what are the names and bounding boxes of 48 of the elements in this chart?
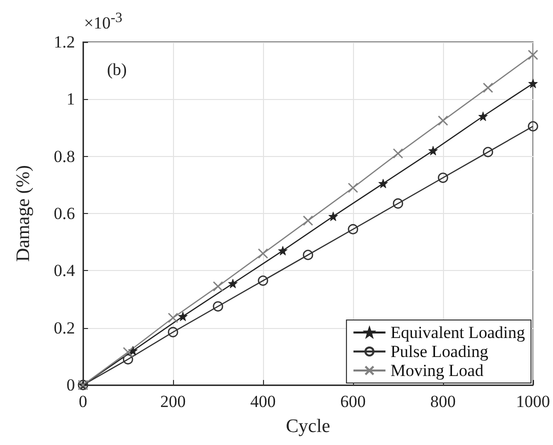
point bbox=[178, 312, 188, 322]
point bbox=[122, 354, 134, 364]
point bbox=[258, 276, 268, 286]
point bbox=[168, 326, 178, 338]
point bbox=[528, 50, 538, 60]
point bbox=[348, 224, 358, 234]
point bbox=[302, 250, 314, 260]
point bbox=[122, 346, 134, 358]
y-tick-label: 1.2 bbox=[54, 32, 75, 52]
point bbox=[258, 248, 268, 259]
y-tick-label: 0.8 bbox=[54, 146, 75, 166]
x-axis-title: Cycle bbox=[286, 416, 330, 437]
point bbox=[478, 112, 488, 122]
point bbox=[278, 246, 288, 256]
x-tick-label: 400 bbox=[250, 392, 276, 411]
point bbox=[482, 82, 494, 93]
point bbox=[228, 278, 238, 288]
point bbox=[428, 146, 438, 156]
x-tick-label: 200 bbox=[160, 392, 186, 411]
point bbox=[378, 178, 388, 188]
y-tick-label: 0 bbox=[66, 376, 75, 394]
x-tick-label: 800 bbox=[430, 392, 456, 411]
point bbox=[348, 182, 358, 193]
y-tick-label: 0.6 bbox=[54, 204, 75, 223]
point bbox=[302, 215, 314, 226]
point bbox=[438, 172, 448, 183]
y-tick-label: 0.4 bbox=[54, 261, 76, 280]
x-tick-label: 600 bbox=[340, 392, 366, 411]
point bbox=[528, 78, 538, 88]
legend-label: Pulse Loading bbox=[390, 342, 489, 361]
point bbox=[392, 198, 404, 209]
y-axis-title: Damage (%) bbox=[13, 165, 34, 262]
y-tick-label: 0.2 bbox=[54, 318, 75, 338]
point bbox=[212, 301, 224, 312]
point bbox=[482, 146, 494, 158]
legend-label: Moving Load bbox=[390, 361, 484, 380]
y-tick-label: 1 bbox=[66, 90, 75, 109]
point bbox=[438, 115, 448, 126]
point bbox=[212, 281, 224, 292]
point bbox=[168, 312, 178, 323]
x-tick-label: 0 bbox=[78, 392, 88, 411]
text: ×10$^{-3}$ bbox=[84, 10, 122, 34]
point bbox=[328, 212, 338, 222]
point bbox=[392, 148, 404, 159]
x-tick-label: 1000 bbox=[516, 392, 550, 411]
legend-label: Equivalent Loading bbox=[390, 323, 526, 342]
annotation: (b) bbox=[107, 60, 127, 80]
point bbox=[528, 121, 538, 132]
